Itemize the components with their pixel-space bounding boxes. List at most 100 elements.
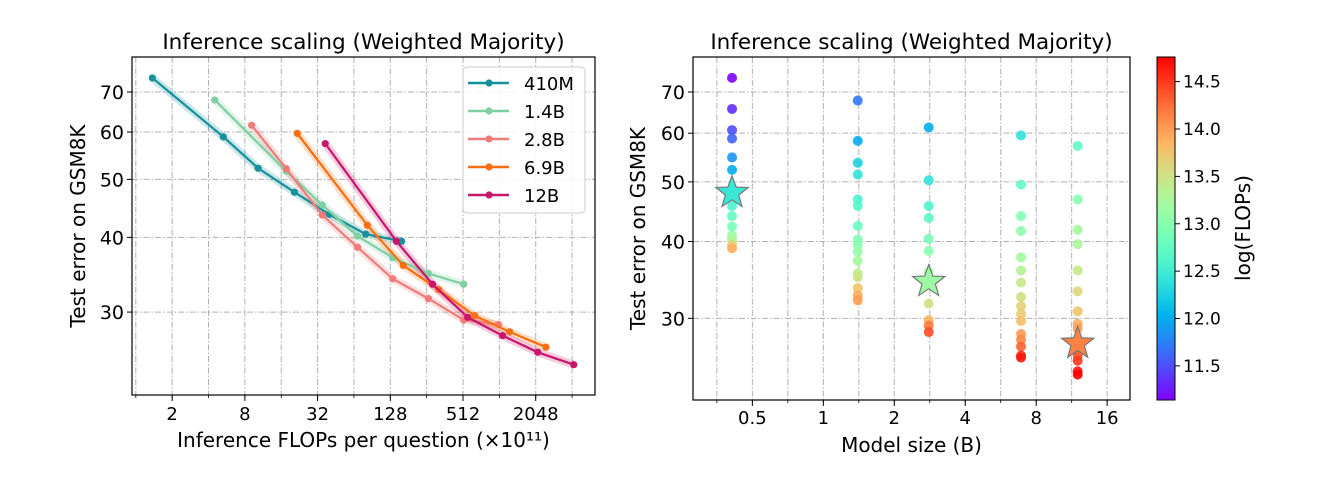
colorbar-scale — [1156, 56, 1176, 401]
x-tick-label: 2 — [166, 404, 177, 425]
legend: 410M 1.4B 2.8B 6.9B 12B — [462, 66, 586, 214]
data-point-1.4B — [424, 269, 433, 278]
x-tick-label: 128 — [373, 404, 407, 425]
colorbar-label: log(FLOPs) — [1231, 175, 1255, 281]
data-point-410M — [219, 133, 227, 141]
scatter-point — [1016, 252, 1027, 263]
data-point-2.8B — [424, 294, 433, 303]
legend-marker-12B — [485, 191, 493, 199]
colorbar-tick-label: 13.0 — [1183, 215, 1221, 235]
y-tick-label: 60 — [661, 123, 685, 145]
x-tick-label: 512 — [446, 404, 480, 425]
y-tick-label: 40 — [661, 232, 685, 254]
scatter-point — [727, 211, 738, 222]
scatter-point — [1016, 341, 1027, 352]
legend-box — [462, 66, 586, 214]
data-point-12B — [534, 348, 542, 356]
scatter-point — [852, 135, 863, 146]
data-point-1.4B — [460, 280, 468, 288]
data-point-1.4B — [211, 96, 219, 104]
series-line-2.8B — [250, 124, 499, 326]
scatter-point — [1016, 291, 1027, 302]
y-axis-label: Test error on GSM8K — [626, 126, 650, 331]
colorbar-tick-label: 14.0 — [1183, 120, 1221, 140]
scatter-point — [727, 133, 738, 144]
best-config-star-marker — [910, 263, 947, 297]
x-tick-label: 8 — [1030, 408, 1041, 429]
scatter-point — [852, 255, 863, 266]
scatter-point — [1016, 334, 1027, 345]
scatter-point — [923, 246, 934, 257]
x-axis-label: Model size (B) — [841, 433, 982, 457]
data-point-12B — [392, 237, 401, 245]
data-point-6.9B — [363, 221, 371, 229]
y-tick-label: 70 — [100, 82, 124, 104]
legend-label: 410M — [524, 74, 574, 95]
best-config-star-marker — [714, 174, 750, 208]
scatter-point — [1072, 265, 1083, 276]
x-tick-label: 8 — [239, 404, 250, 425]
scatter-point — [727, 103, 738, 114]
x-tick-label: 32 — [306, 404, 329, 425]
scatter-point — [1016, 265, 1027, 276]
scatter-point — [852, 239, 863, 250]
right-chart-model-size: 0.5 1 2 4 8 16 30 40 50 60 70 Inference scaling (We… — [626, 30, 1131, 457]
scatter-point — [852, 157, 863, 168]
x-tick-label: 16 — [1096, 408, 1119, 429]
best-config-star-marker — [1059, 324, 1096, 359]
scatter-point — [852, 246, 863, 257]
data-point-2.8B — [282, 165, 290, 173]
y-axis-label: Test error on GSM8K — [66, 124, 90, 329]
scatter-point — [923, 327, 934, 338]
legend-label: 12B — [524, 186, 559, 207]
legend-label: 6.9B — [524, 158, 565, 179]
x-tick-label: 1 — [818, 408, 829, 429]
data-point-6.9B — [293, 129, 301, 137]
data-point-12B — [428, 280, 437, 288]
legend-marker-1.4B — [485, 107, 493, 115]
x-tick-label: 2 — [889, 408, 900, 429]
scatter-point — [1072, 239, 1083, 250]
y-tick-label: 50 — [661, 172, 685, 194]
scatter-point — [727, 152, 738, 163]
colorbar-tick-label: 12.5 — [1183, 262, 1221, 282]
scatter-point — [923, 175, 934, 186]
data-point-2.8B — [318, 211, 326, 219]
x-tick-label: 2048 — [513, 404, 559, 425]
scatter-point — [1072, 355, 1083, 366]
legend-marker-2.8B — [485, 135, 493, 143]
scatter-point — [852, 169, 863, 180]
scatter-point — [1072, 194, 1083, 205]
scatter-point — [1016, 277, 1027, 288]
scatter-point — [1072, 369, 1083, 380]
data-point-12B — [570, 361, 578, 369]
x-axis-label: Inference FLOPs per question (×10¹¹) — [177, 428, 550, 452]
legend-marker-6.9B — [485, 163, 493, 171]
x-tick-label: 0.5 — [738, 408, 767, 429]
y-tick-label: 30 — [100, 302, 124, 324]
data-point-6.9B — [506, 328, 514, 336]
legend-label: 2.8B — [524, 130, 565, 151]
colorbar-tick-label: 14.5 — [1183, 73, 1221, 93]
scatter-point — [1072, 306, 1083, 317]
scatter-point — [1016, 226, 1027, 237]
data-point-2.8B — [389, 275, 397, 283]
data-point-1.4B — [353, 232, 362, 240]
scatter-point — [727, 125, 738, 136]
data-point-2.8B — [248, 121, 256, 129]
x-tick-label: 4 — [960, 408, 971, 429]
colorbar: 11.5 12.0 12.5 13.0 13.5 14.0 14.5 log(FLOPs) — [1156, 56, 1255, 401]
colorbar-tick-label: 13.5 — [1183, 167, 1221, 187]
scatter-point — [1072, 286, 1083, 297]
scatter-point — [1016, 308, 1027, 319]
data-point-410M — [398, 237, 406, 245]
data-point-12B — [464, 313, 472, 321]
scatter-point — [923, 298, 934, 309]
colorbar-tick-label: 12.0 — [1183, 310, 1221, 330]
scatter-point — [727, 243, 738, 254]
scatter-point — [852, 272, 863, 283]
data-point-410M — [254, 164, 262, 172]
legend-label: 1.4B — [524, 102, 565, 123]
scatter-point — [1016, 301, 1027, 312]
